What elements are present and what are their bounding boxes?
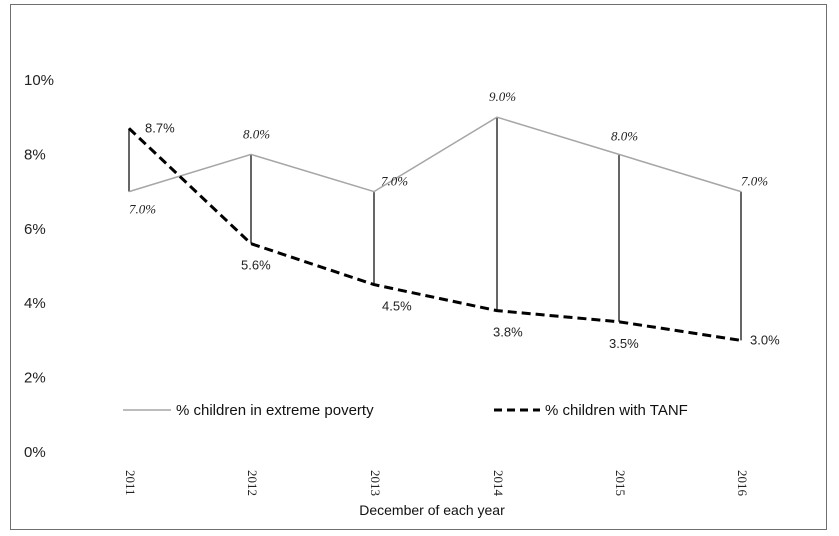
data-label-tanf: 3.0% — [750, 332, 780, 347]
y-tick-label: 0% — [24, 444, 46, 461]
data-label-poverty: 7.0% — [381, 174, 408, 189]
series-line-tanf — [127, 127, 742, 342]
x-tick-label: 2016 — [735, 470, 750, 497]
x-axis-title: December of each year — [359, 502, 505, 518]
data-label-tanf: 3.8% — [493, 325, 523, 340]
x-tick-label: 2014 — [491, 470, 506, 497]
y-tick-label: 2% — [24, 370, 46, 387]
data-label-poverty: 9.0% — [489, 89, 516, 104]
x-tick-label: 2012 — [245, 470, 260, 496]
data-label-tanf: 5.6% — [241, 258, 271, 273]
x-tick-label: 2015 — [613, 470, 628, 496]
y-tick-label: 4% — [24, 295, 46, 312]
data-label-tanf: 4.5% — [382, 299, 412, 314]
data-label-tanf: 3.5% — [609, 336, 639, 351]
y-tick-label: 6% — [24, 221, 46, 238]
x-tick-label: 2013 — [368, 470, 383, 496]
y-tick-label: 8% — [24, 146, 46, 163]
data-label-poverty: 8.0% — [243, 126, 270, 141]
legend-label-tanf: % children with TANF — [545, 402, 688, 419]
legend-label-poverty: % children in extreme poverty — [176, 402, 374, 419]
series-line-poverty — [128, 116, 742, 193]
chart-frame — [10, 4, 827, 530]
data-label-poverty: 7.0% — [129, 202, 156, 217]
data-label-poverty: 8.0% — [611, 128, 638, 143]
data-label-poverty: 7.0% — [741, 174, 768, 189]
data-label-tanf: 8.7% — [145, 120, 175, 135]
y-tick-label: 10% — [24, 72, 54, 89]
x-tick-label: 2011 — [123, 470, 138, 496]
